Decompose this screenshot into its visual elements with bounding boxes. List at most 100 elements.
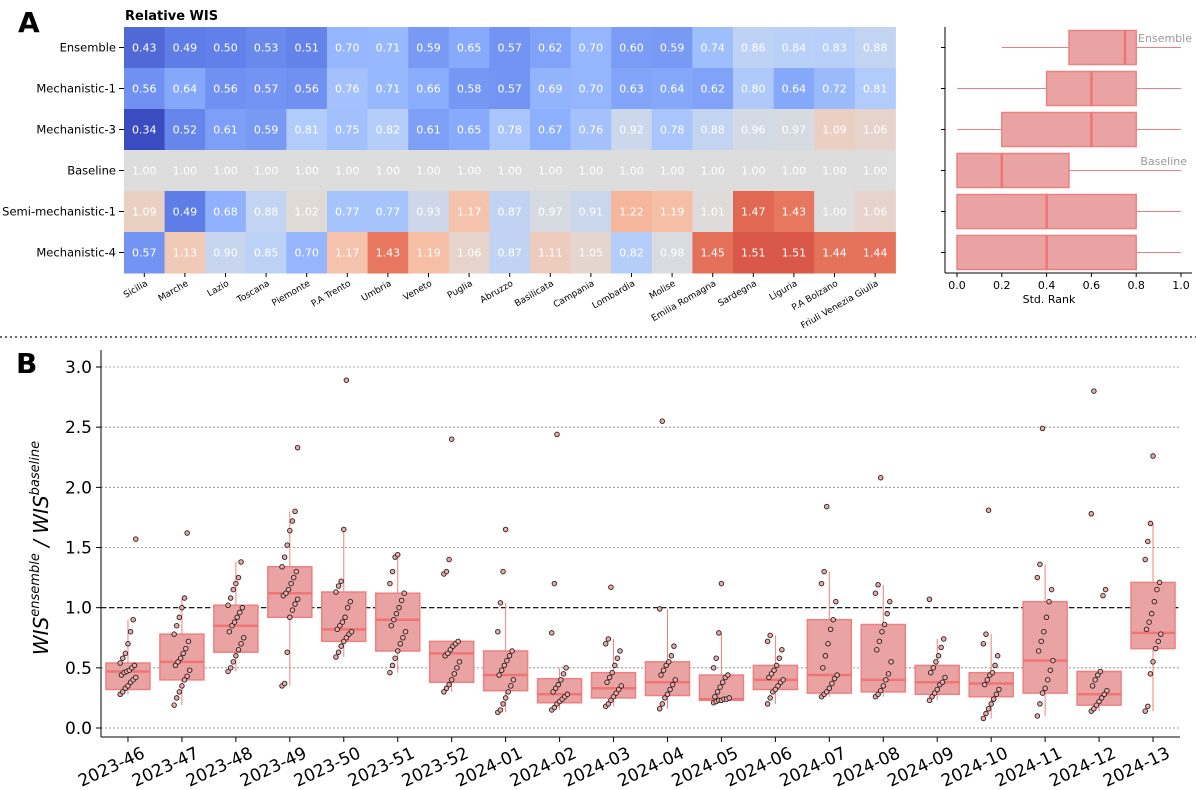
b-box [1130, 581, 1176, 650]
b-data-point [240, 635, 247, 641]
b-data-point [396, 604, 402, 611]
rank-annotation-ensemble: Ensemble [1138, 32, 1192, 45]
heatmap-cell-value: 0.50 [213, 42, 238, 55]
b-data-point [825, 641, 831, 647]
b-data-point [120, 655, 126, 661]
heatmap-cell-value: 0.81 [863, 83, 888, 96]
b-data-point [284, 649, 290, 655]
heatmap-cell [530, 27, 572, 69]
b-data-point [881, 621, 888, 628]
b-data-point [764, 638, 771, 645]
b-data-point [985, 705, 992, 712]
b-data-point [179, 604, 185, 611]
heatmap-cell-value: 1.09 [132, 206, 157, 219]
heatmap-cell [489, 68, 531, 110]
heatmap-cell-value: 1.00 [335, 165, 360, 178]
heatmap-cell-value: 1.17 [457, 206, 482, 219]
heatmap-cell [367, 232, 409, 274]
rank-x-tick-label: 1.0 [1172, 279, 1190, 292]
heatmap-cell [124, 27, 166, 69]
b-data-point [926, 697, 933, 704]
b-data-point [289, 607, 296, 613]
heatmap-cell [164, 27, 206, 69]
b-data-point [292, 508, 298, 515]
heatmap-cell [530, 191, 572, 233]
b-y-tick-label: 1.0 [65, 599, 92, 619]
b-data-point [1035, 648, 1042, 654]
heatmap-col-label: P.A Trento [310, 279, 353, 310]
heatmap-cell [854, 27, 896, 69]
b-data-point [726, 695, 732, 701]
b-data-point [387, 580, 393, 587]
b-data-point [500, 568, 506, 575]
b-data-point [173, 695, 180, 701]
heatmap-cell [286, 27, 328, 69]
b-data-point [398, 597, 405, 604]
b-data-point [237, 609, 243, 616]
heatmap-cell [245, 150, 287, 192]
b-data-point [389, 662, 396, 669]
heatmap-cell [651, 150, 693, 192]
b-data-point [719, 679, 726, 686]
heatmap-cell-value: 0.78 [660, 124, 685, 137]
heatmap-cell-value: 0.64 [782, 83, 807, 96]
heatmap-cell-value: 1.00 [457, 165, 482, 178]
b-data-point [238, 641, 244, 647]
heatmap-cell [570, 68, 612, 110]
b-data-point [780, 677, 786, 683]
b-data-point [186, 667, 193, 673]
b-data-point [1044, 677, 1051, 683]
b-y-tick-label: 3.0 [65, 358, 92, 378]
b-data-point [1147, 520, 1154, 527]
b-data-point [172, 662, 179, 669]
b-data-point [495, 628, 501, 635]
heatmap-cell [245, 232, 287, 274]
b-data-point [235, 647, 242, 653]
b-data-point [1038, 638, 1044, 645]
heatmap-col-label: Sicilia [122, 279, 150, 301]
panel-label-a: A [18, 6, 40, 39]
b-data-point [830, 616, 836, 623]
b-data-point [1154, 586, 1160, 593]
heatmap-cell-value: 0.97 [538, 206, 563, 219]
heatmap-cell [327, 150, 369, 192]
heatmap-cell-value: 1.00 [619, 165, 644, 178]
heatmap-cell [814, 109, 856, 151]
b-data-point [344, 604, 351, 611]
heatmap-cell [530, 232, 572, 274]
heatmap-cell [408, 109, 450, 151]
heatmap-col-label: Puglia [446, 279, 475, 301]
b-data-point [659, 701, 666, 707]
b-data-point [173, 622, 180, 629]
heatmap-cell [651, 68, 693, 110]
heatmap-cell [692, 68, 734, 110]
b-data-point [292, 601, 298, 607]
heatmap-row-label: Semi-mechanistic-1 [2, 205, 116, 219]
heatmap-col-label: Sardegna [717, 279, 759, 309]
b-data-point [672, 677, 679, 683]
heatmap-cell [408, 150, 450, 192]
rank-box [1001, 111, 1137, 148]
heatmap-cell-value: 1.00 [538, 165, 563, 178]
heatmap-cell [164, 232, 206, 274]
heatmap-col-label: Marche [157, 279, 191, 304]
heatmap-cell [489, 27, 531, 69]
b-data-point [496, 672, 502, 678]
heatmap-cell-value: 0.72 [822, 83, 847, 96]
rank-x-axis-title: Std. Rank [1023, 293, 1076, 306]
heatmap-cell-value: 0.82 [619, 247, 644, 260]
panel-label-b: B [16, 347, 37, 380]
heatmap-cell [773, 232, 815, 274]
b-data-point [874, 647, 880, 653]
heatmap-cell-value: 1.19 [660, 206, 685, 219]
b-data-point [225, 602, 231, 609]
b-data-point [181, 677, 188, 683]
heatmap-cell [124, 109, 166, 151]
heatmap-cell-value: 0.61 [416, 124, 441, 137]
b-data-point [614, 655, 621, 661]
heatmap-cell-value: 0.68 [213, 206, 238, 219]
heatmap-cell [570, 27, 612, 69]
heatmap-cell [651, 191, 693, 233]
b-data-point [940, 636, 947, 642]
b-data-point [334, 626, 341, 633]
